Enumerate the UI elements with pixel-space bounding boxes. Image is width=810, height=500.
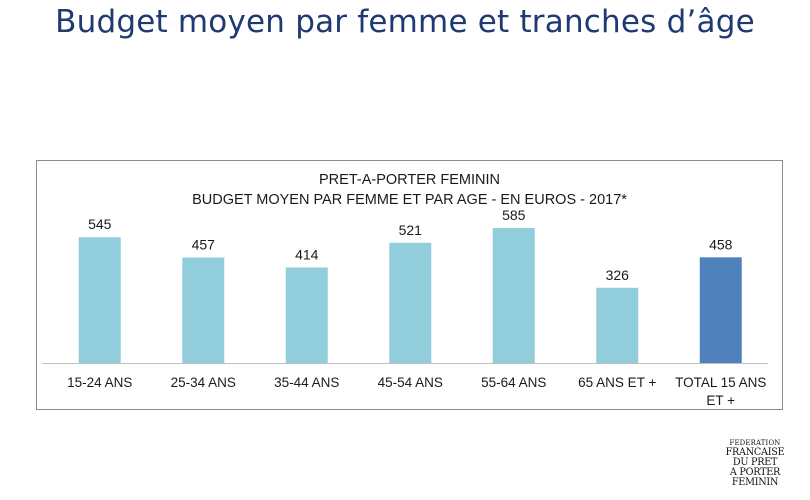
bar-5 [596,287,639,363]
data-label-0: 545 [88,216,112,232]
logo-line: FEDERATION [729,438,781,447]
data-label-2: 414 [295,246,319,262]
bar-2 [285,267,328,363]
category-label-3: 45-54 ANS [378,375,443,390]
category-label-4: 55-64 ANS [481,375,546,390]
logo-line: FRANCAISE [725,446,785,458]
bar-1 [182,257,225,363]
category-label-1: 25-34 ANS [171,375,236,390]
federation-logo: FEDERATION FRANCAISE DU PRET A PORTER FE… [712,438,798,487]
logo-line: DU PRET [732,456,778,468]
bar-4 [492,228,535,363]
data-label-6: 458 [709,236,733,252]
bar-3 [389,242,432,363]
category-label-6: TOTAL 15 ANS ET + [675,375,766,408]
data-label-4: 585 [502,207,526,223]
data-label-1: 457 [192,237,216,253]
data-label-3: 521 [399,222,423,238]
page-title: Budget moyen par femme et tranches d’âge [55,4,755,40]
category-label-5: 65 ANS ET + [578,375,656,390]
chart-subtitle: BUDGET MOYEN PAR FEMME ET PAR AGE - EN E… [192,192,627,208]
chart-title-block: PRET-A-PORTER FEMININ BUDGET MOYEN PAR F… [36,170,783,210]
bar-6 [699,257,742,363]
bar-0 [78,237,121,363]
category-label-0: 15-24 ANS [67,375,132,390]
data-label-5: 326 [606,267,630,283]
logo-line: A PORTER [729,466,781,478]
logo-line: FEMININ [731,476,779,488]
category-label-2: 35-44 ANS [274,375,339,390]
chart-title: PRET-A-PORTER FEMININ [319,172,500,188]
